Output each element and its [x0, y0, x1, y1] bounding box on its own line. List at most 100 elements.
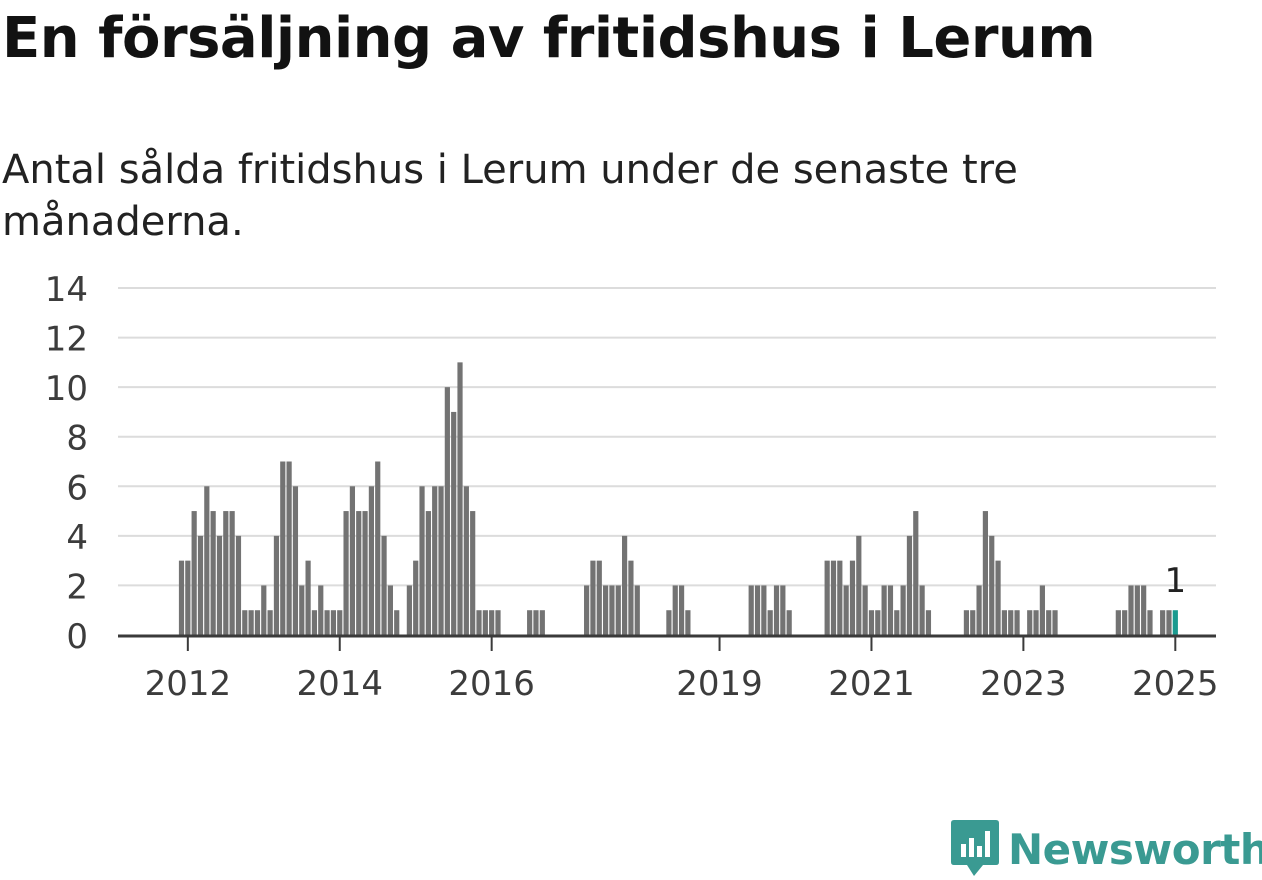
bar — [1115, 610, 1121, 635]
bar — [837, 560, 843, 635]
bar — [489, 610, 495, 635]
bar — [830, 560, 837, 635]
bar — [299, 585, 305, 635]
bar — [1014, 610, 1020, 635]
newsworthy-logo-icon — [951, 820, 999, 876]
y-tick-label: 8 — [66, 419, 88, 459]
bar — [894, 610, 900, 635]
bar — [761, 585, 767, 635]
highlighted-bar — [1172, 610, 1178, 635]
x-tick-label: 2016 — [448, 664, 535, 704]
bar — [875, 610, 881, 635]
bar — [457, 362, 463, 635]
bar — [438, 486, 444, 635]
bar — [672, 585, 678, 635]
bar — [913, 511, 919, 635]
data-label: 1 — [1164, 561, 1186, 601]
bar — [773, 585, 780, 635]
bar — [754, 585, 761, 635]
bar — [622, 535, 628, 635]
bar — [976, 585, 982, 635]
bar — [628, 560, 634, 635]
bar — [615, 585, 621, 635]
bar — [1046, 610, 1052, 635]
bar — [767, 610, 773, 635]
bar — [368, 486, 374, 635]
bar — [1122, 610, 1128, 635]
bar — [634, 585, 640, 635]
chart-title: En försäljning av fritidshus i Lerum — [2, 6, 1096, 71]
x-tick-label: 2012 — [145, 664, 232, 704]
bar — [495, 610, 501, 635]
bar — [919, 585, 925, 635]
bar — [1141, 585, 1147, 635]
bar — [432, 486, 438, 635]
bar — [235, 535, 242, 635]
y-tick-label: 4 — [66, 518, 88, 558]
y-tick-label: 0 — [66, 617, 88, 657]
bar — [419, 486, 425, 635]
y-tick-label: 10 — [45, 369, 88, 409]
bar — [906, 535, 913, 635]
bar — [843, 585, 849, 635]
x-tick-label: 2023 — [980, 664, 1067, 704]
bar — [292, 486, 299, 635]
bar — [254, 610, 261, 635]
bar — [242, 610, 248, 635]
bar — [1052, 610, 1058, 635]
bar — [451, 411, 457, 635]
bar — [1134, 585, 1140, 635]
bar — [596, 560, 602, 635]
bar — [995, 560, 1001, 635]
bar — [178, 560, 185, 635]
bar — [539, 610, 545, 635]
x-tick-label: 2014 — [296, 664, 383, 704]
bar — [463, 486, 469, 635]
bar — [786, 610, 792, 635]
bar — [982, 511, 989, 635]
bar — [444, 387, 450, 635]
chart-subtitle: Antal sålda fritidshus i Lerum under de … — [2, 147, 1018, 245]
x-tick-label: 2025 — [1132, 664, 1219, 704]
bar — [229, 511, 235, 635]
bar — [425, 511, 431, 635]
x-tick-label: 2019 — [676, 664, 763, 704]
bar — [856, 535, 862, 635]
bar — [318, 585, 324, 635]
bar — [470, 511, 476, 635]
bar — [356, 511, 362, 635]
bar — [868, 610, 875, 635]
y-tick-label: 2 — [66, 567, 88, 607]
bar — [1033, 610, 1039, 635]
bar — [963, 610, 970, 635]
bar — [1001, 610, 1007, 635]
bar — [1160, 610, 1166, 635]
bar — [609, 585, 615, 635]
bar — [584, 585, 590, 635]
y-tick-label: 12 — [45, 320, 88, 360]
bar — [590, 560, 596, 635]
bar — [185, 560, 191, 635]
bar — [267, 610, 273, 635]
bar — [387, 585, 393, 635]
bar — [330, 610, 337, 635]
bar — [900, 585, 906, 635]
bar — [210, 511, 216, 635]
bar — [223, 511, 229, 635]
bar — [406, 585, 412, 635]
bar — [349, 486, 356, 635]
bar — [337, 610, 343, 635]
brand-logo: Newsworthy — [950, 818, 1262, 880]
bar — [362, 511, 368, 635]
bar — [216, 535, 223, 635]
bar — [394, 610, 400, 635]
bar — [533, 610, 539, 635]
y-tick-label: 6 — [66, 468, 88, 508]
brand-name: Newsworthy — [1008, 824, 1262, 874]
y-tick-label: 14 — [45, 270, 88, 310]
bar — [849, 560, 856, 635]
bar — [1008, 610, 1014, 635]
bar — [1039, 585, 1045, 635]
bar — [685, 610, 691, 635]
